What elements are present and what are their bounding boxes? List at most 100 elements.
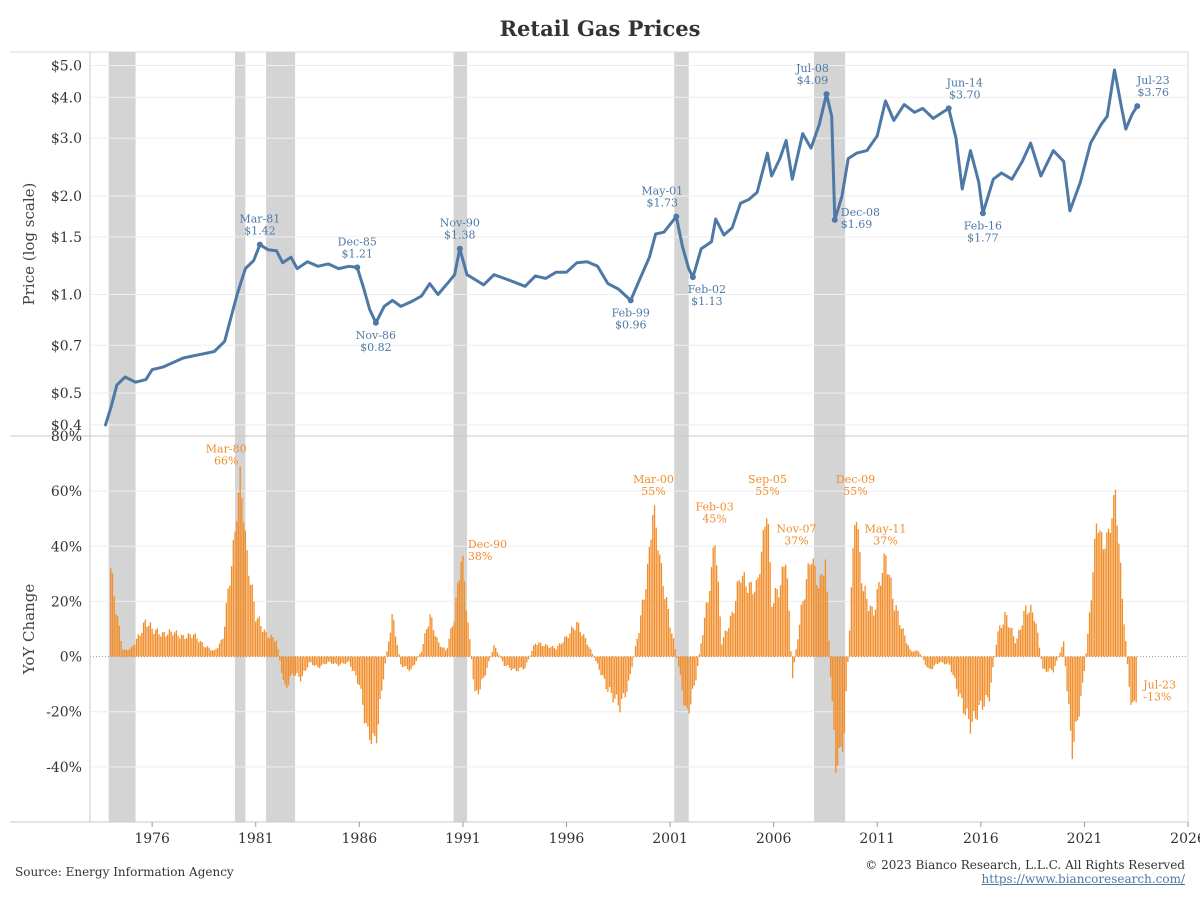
- yoy-bar: [835, 656, 837, 773]
- yoy-bar: [752, 594, 754, 657]
- yoy-bar: [848, 630, 851, 657]
- yoy-bar: [842, 656, 844, 753]
- yoy-bar: [401, 656, 404, 668]
- yoy-annotation: -13%: [1143, 690, 1171, 703]
- yoy-bar: [867, 611, 870, 657]
- yoy-bar: [987, 656, 989, 698]
- yoy-bar: [1057, 656, 1060, 658]
- yoy-bar: [721, 644, 723, 657]
- yoy-bar: [904, 635, 906, 657]
- yoy-bar: [581, 635, 583, 657]
- yoy-bar: [1066, 656, 1068, 692]
- yoy-bar: [995, 644, 997, 657]
- yoy-bar: [210, 650, 212, 657]
- yoy-bar: [688, 656, 690, 714]
- yoy-bar: [669, 627, 671, 657]
- yoy-bar: [248, 575, 250, 657]
- price-annotation-marker: [823, 91, 830, 98]
- yoy-bar: [686, 656, 688, 709]
- yoy-bar: [833, 656, 835, 730]
- yoy-bar: [745, 586, 747, 657]
- yoy-bar: [211, 650, 214, 657]
- price-annotation: $1.77: [967, 231, 999, 244]
- yoy-bar: [541, 646, 543, 657]
- yoy-bar: [548, 647, 550, 657]
- yoy-bar: [1111, 518, 1113, 657]
- price-annotation-marker: [689, 274, 696, 281]
- yoy-bar: [236, 521, 238, 657]
- yoy-annotation: Nov-07: [776, 523, 816, 536]
- yoy-bar: [201, 642, 203, 657]
- yoy-bar: [940, 656, 942, 662]
- price-tick-label: $0.7: [51, 338, 82, 354]
- yoy-bar: [287, 656, 290, 685]
- yoy-bar: [1014, 643, 1016, 657]
- yoy-bar: [431, 617, 433, 657]
- yoy-bar: [539, 642, 542, 657]
- yoy-bar: [479, 656, 481, 690]
- yoy-bar: [227, 588, 229, 657]
- yoy-bar: [310, 656, 312, 663]
- yoy-bar: [1000, 627, 1003, 657]
- yoy-bar: [936, 656, 939, 665]
- yoy-bar: [113, 596, 115, 657]
- price-annotation-marker: [627, 297, 634, 304]
- yoy-bar: [448, 638, 450, 657]
- price-annotation: $0.82: [360, 341, 392, 354]
- yoy-bar: [220, 639, 222, 657]
- yoy-bar: [389, 632, 392, 657]
- yoy-bar: [693, 656, 695, 686]
- yoy-bar: [242, 522, 245, 657]
- yoy-bar: [734, 600, 737, 657]
- price-annotation: $4.09: [797, 74, 829, 87]
- price-tick-label: $0.4: [51, 418, 82, 434]
- yoy-bar: [949, 656, 951, 665]
- yoy-bar: [1126, 656, 1129, 665]
- yoy-bar: [533, 645, 535, 657]
- website-link[interactable]: https://www.biancoresearch.com/: [981, 872, 1185, 886]
- recession-band: [814, 52, 846, 822]
- yoy-bar: [641, 599, 644, 657]
- yoy-annotation: 37%: [873, 535, 897, 548]
- yoy-bar: [950, 656, 953, 673]
- yoy-bar: [538, 642, 540, 657]
- yoy-bar: [988, 656, 991, 702]
- yoy-bar: [652, 515, 654, 657]
- yoy-bar: [360, 656, 362, 689]
- yoy-bar: [386, 651, 388, 657]
- yoy-bar: [470, 656, 473, 660]
- yoy-bar: [134, 644, 136, 657]
- yoy-bar: [968, 656, 970, 720]
- yoy-bar: [424, 633, 426, 657]
- yoy-bar: [843, 656, 846, 734]
- yoy-bar: [555, 649, 557, 657]
- yoy-bar: [866, 598, 868, 657]
- yoy-bar: [403, 656, 405, 667]
- yoy-bar: [905, 643, 908, 657]
- yoy-bar: [469, 639, 471, 657]
- price-annotation: Jul-23: [1136, 74, 1170, 87]
- yoy-bar: [422, 643, 424, 657]
- yoy-bar: [793, 656, 796, 663]
- yoy-bar: [123, 649, 126, 657]
- source-note: Source: Energy Information Agency: [15, 865, 234, 879]
- yoy-bar: [602, 656, 604, 676]
- yoy-bar: [205, 647, 207, 657]
- yoy-bar: [753, 591, 756, 657]
- chart-labels: $0.4 $0.5 $0.7 $1.0 $1.5 $2.0 $3.0 $4.0 $5.0 -40%…: [20, 59, 1200, 847]
- yoy-bar: [462, 555, 464, 657]
- recession-band: [674, 52, 689, 822]
- yoy-annotation: May-11: [865, 523, 907, 536]
- yoy-bar: [329, 656, 331, 662]
- yoy-bar: [331, 656, 333, 664]
- yoy-bar: [845, 656, 847, 692]
- yoy-bar: [1068, 656, 1070, 705]
- yoy-bar: [655, 527, 657, 657]
- yoy-bar: [1012, 636, 1015, 657]
- yoy-bar: [1026, 614, 1029, 657]
- yoy-bar: [268, 638, 271, 657]
- yoy-bar: [260, 626, 262, 657]
- yoy-bar: [709, 590, 711, 657]
- yoy-bar: [1081, 656, 1084, 683]
- yoy-bar: [382, 656, 385, 680]
